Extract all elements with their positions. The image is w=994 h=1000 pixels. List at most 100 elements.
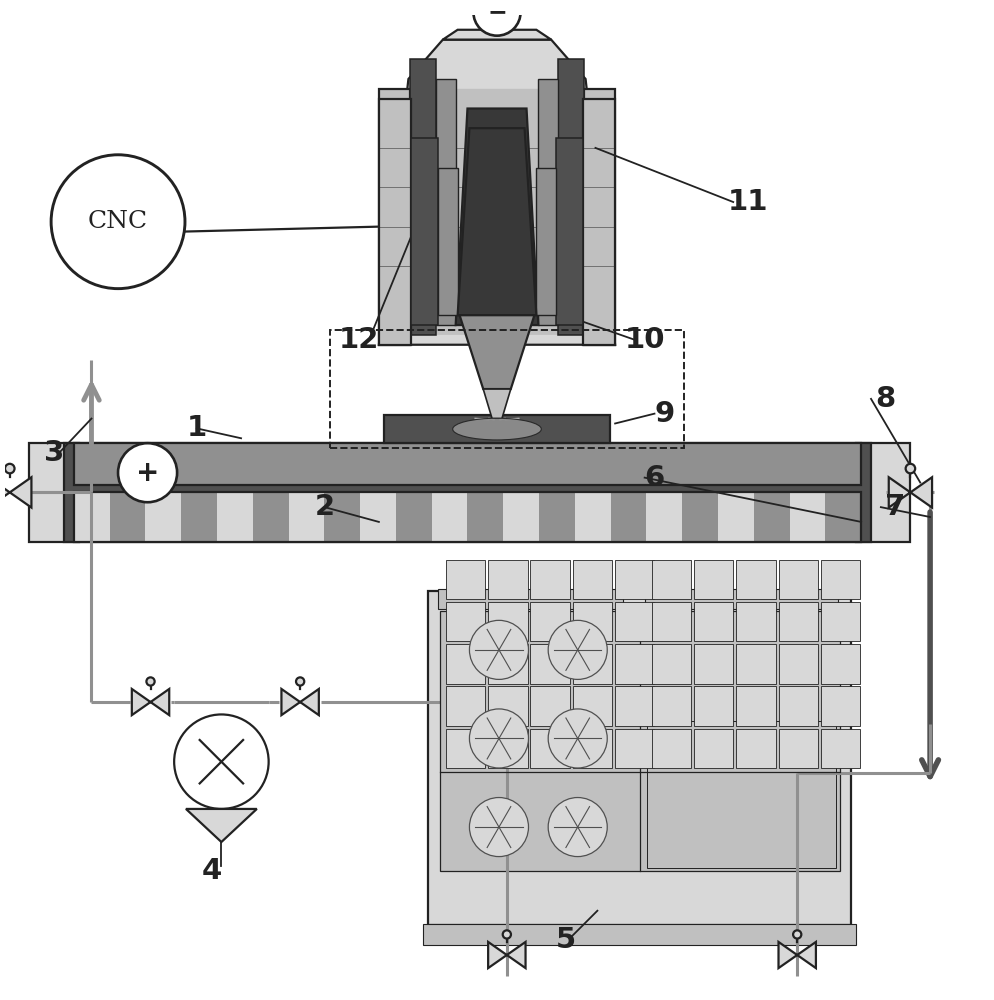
Bar [615,602,654,641]
Polygon shape [186,809,256,842]
Bar [718,492,753,542]
Circle shape [548,709,607,768]
Text: 6: 6 [644,464,665,492]
Text: 8: 8 [876,385,896,413]
Bar [446,644,485,684]
Text: +: + [136,459,159,487]
Bar [531,729,570,768]
Text: 7: 7 [886,493,906,521]
Bar [737,560,775,599]
Circle shape [51,155,185,289]
Polygon shape [132,689,169,715]
Circle shape [548,798,607,857]
Bar [821,602,861,641]
Bar [446,729,485,768]
Text: 3: 3 [44,439,65,467]
Bar [737,602,775,641]
Bar [573,729,612,768]
Bar [488,644,528,684]
Polygon shape [455,109,539,325]
Circle shape [906,464,915,473]
Bar [539,492,575,542]
Bar [778,560,818,599]
Polygon shape [457,128,537,315]
Bar [531,560,570,599]
Bar [145,492,181,542]
Bar [821,644,861,684]
Bar [682,492,718,542]
Bar [610,492,646,542]
Circle shape [503,930,511,939]
Text: −: − [487,0,507,24]
Bar [539,79,558,325]
Bar [737,644,775,684]
Circle shape [548,620,607,679]
Bar [379,99,412,345]
Bar [74,492,109,542]
Bar [615,686,654,726]
Bar [488,729,528,768]
Bar [694,686,734,726]
Bar [694,729,734,768]
Bar [252,492,288,542]
Bar [778,686,818,726]
Polygon shape [488,942,526,968]
Bar [821,686,861,726]
Circle shape [146,677,155,686]
Bar [652,729,691,768]
Bar [646,492,682,542]
Bar [181,492,217,542]
Bar [615,729,654,768]
Bar [428,591,851,925]
Bar [694,602,734,641]
Bar [217,492,252,542]
Bar [436,79,455,325]
Text: 5: 5 [556,926,576,954]
Bar [488,686,528,726]
Bar [288,492,324,542]
Polygon shape [459,315,535,389]
Polygon shape [443,30,551,40]
Bar [789,492,825,542]
Bar [440,611,840,871]
Bar [556,138,582,325]
Bar [652,644,691,684]
Polygon shape [0,477,32,508]
Bar [446,602,485,641]
Bar [583,89,615,345]
Text: 11: 11 [728,188,768,216]
Circle shape [469,709,529,768]
Bar [558,59,583,335]
Bar [503,492,539,542]
Bar [412,138,438,325]
Bar [647,721,836,868]
Bar [778,644,818,684]
Bar [652,686,691,726]
Bar [575,492,610,542]
Bar [537,168,556,315]
Bar [778,729,818,768]
Bar [737,686,775,726]
Bar [74,443,861,485]
Circle shape [469,620,529,679]
Circle shape [793,930,801,939]
Bar [431,492,467,542]
Bar [379,89,411,345]
Bar [109,492,145,542]
Polygon shape [483,389,511,419]
Text: 10: 10 [624,326,665,354]
Bar [531,686,570,726]
Bar [856,443,911,542]
Bar [384,415,610,443]
Bar [821,560,861,599]
Bar [821,729,861,768]
Circle shape [5,464,15,473]
Bar [360,492,396,542]
Bar [330,330,684,448]
Bar [446,686,485,726]
Circle shape [296,677,304,686]
Polygon shape [281,689,319,715]
Text: CNC: CNC [88,210,148,233]
Bar [573,602,612,641]
Bar [438,589,623,609]
